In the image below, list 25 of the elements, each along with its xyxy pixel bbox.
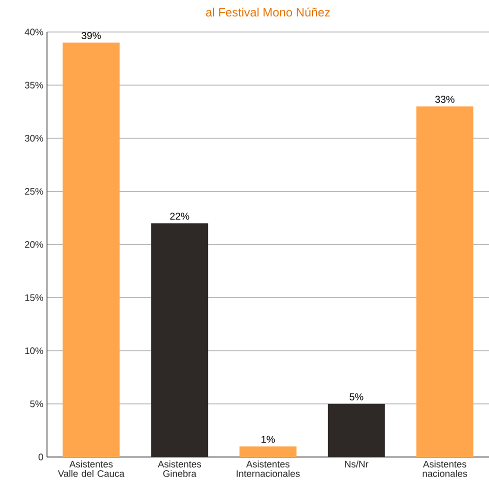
bar: [151, 223, 208, 457]
x-tick-label: Asistentes Internacionales: [236, 460, 300, 477]
chart-title: al Festival Mono Núñez: [206, 8, 330, 16]
y-tick-label: 0: [38, 454, 44, 460]
bar: [328, 404, 385, 457]
y-tick-label: 25%: [25, 188, 44, 195]
y-tick-label: 30%: [24, 134, 44, 142]
bar: [62, 42, 120, 457]
data-label: 5%: [350, 393, 364, 400]
y-tick-label: 20%: [25, 241, 44, 248]
y-tick-label: 35%: [24, 82, 44, 88]
y-tick-label: 5%: [30, 400, 44, 408]
x-tick-label: Ns/Nr: [345, 460, 368, 468]
x-tick-label: Asistentes nacionales: [422, 460, 468, 477]
y-tick-label: 40%: [24, 28, 44, 36]
data-label: 33%: [435, 96, 454, 103]
data-label: 1%: [262, 436, 275, 443]
data-label: 39%: [82, 32, 101, 40]
bar: [416, 106, 474, 457]
x-tick-label: Asistentes Valle del Cauca: [58, 460, 125, 477]
x-tick-label: Asistentes Ginebra: [158, 460, 202, 477]
data-label: 22%: [170, 212, 190, 220]
y-tick-label: 10%: [25, 347, 44, 354]
bar: [240, 446, 297, 457]
y-tick-label: 15%: [25, 294, 44, 301]
